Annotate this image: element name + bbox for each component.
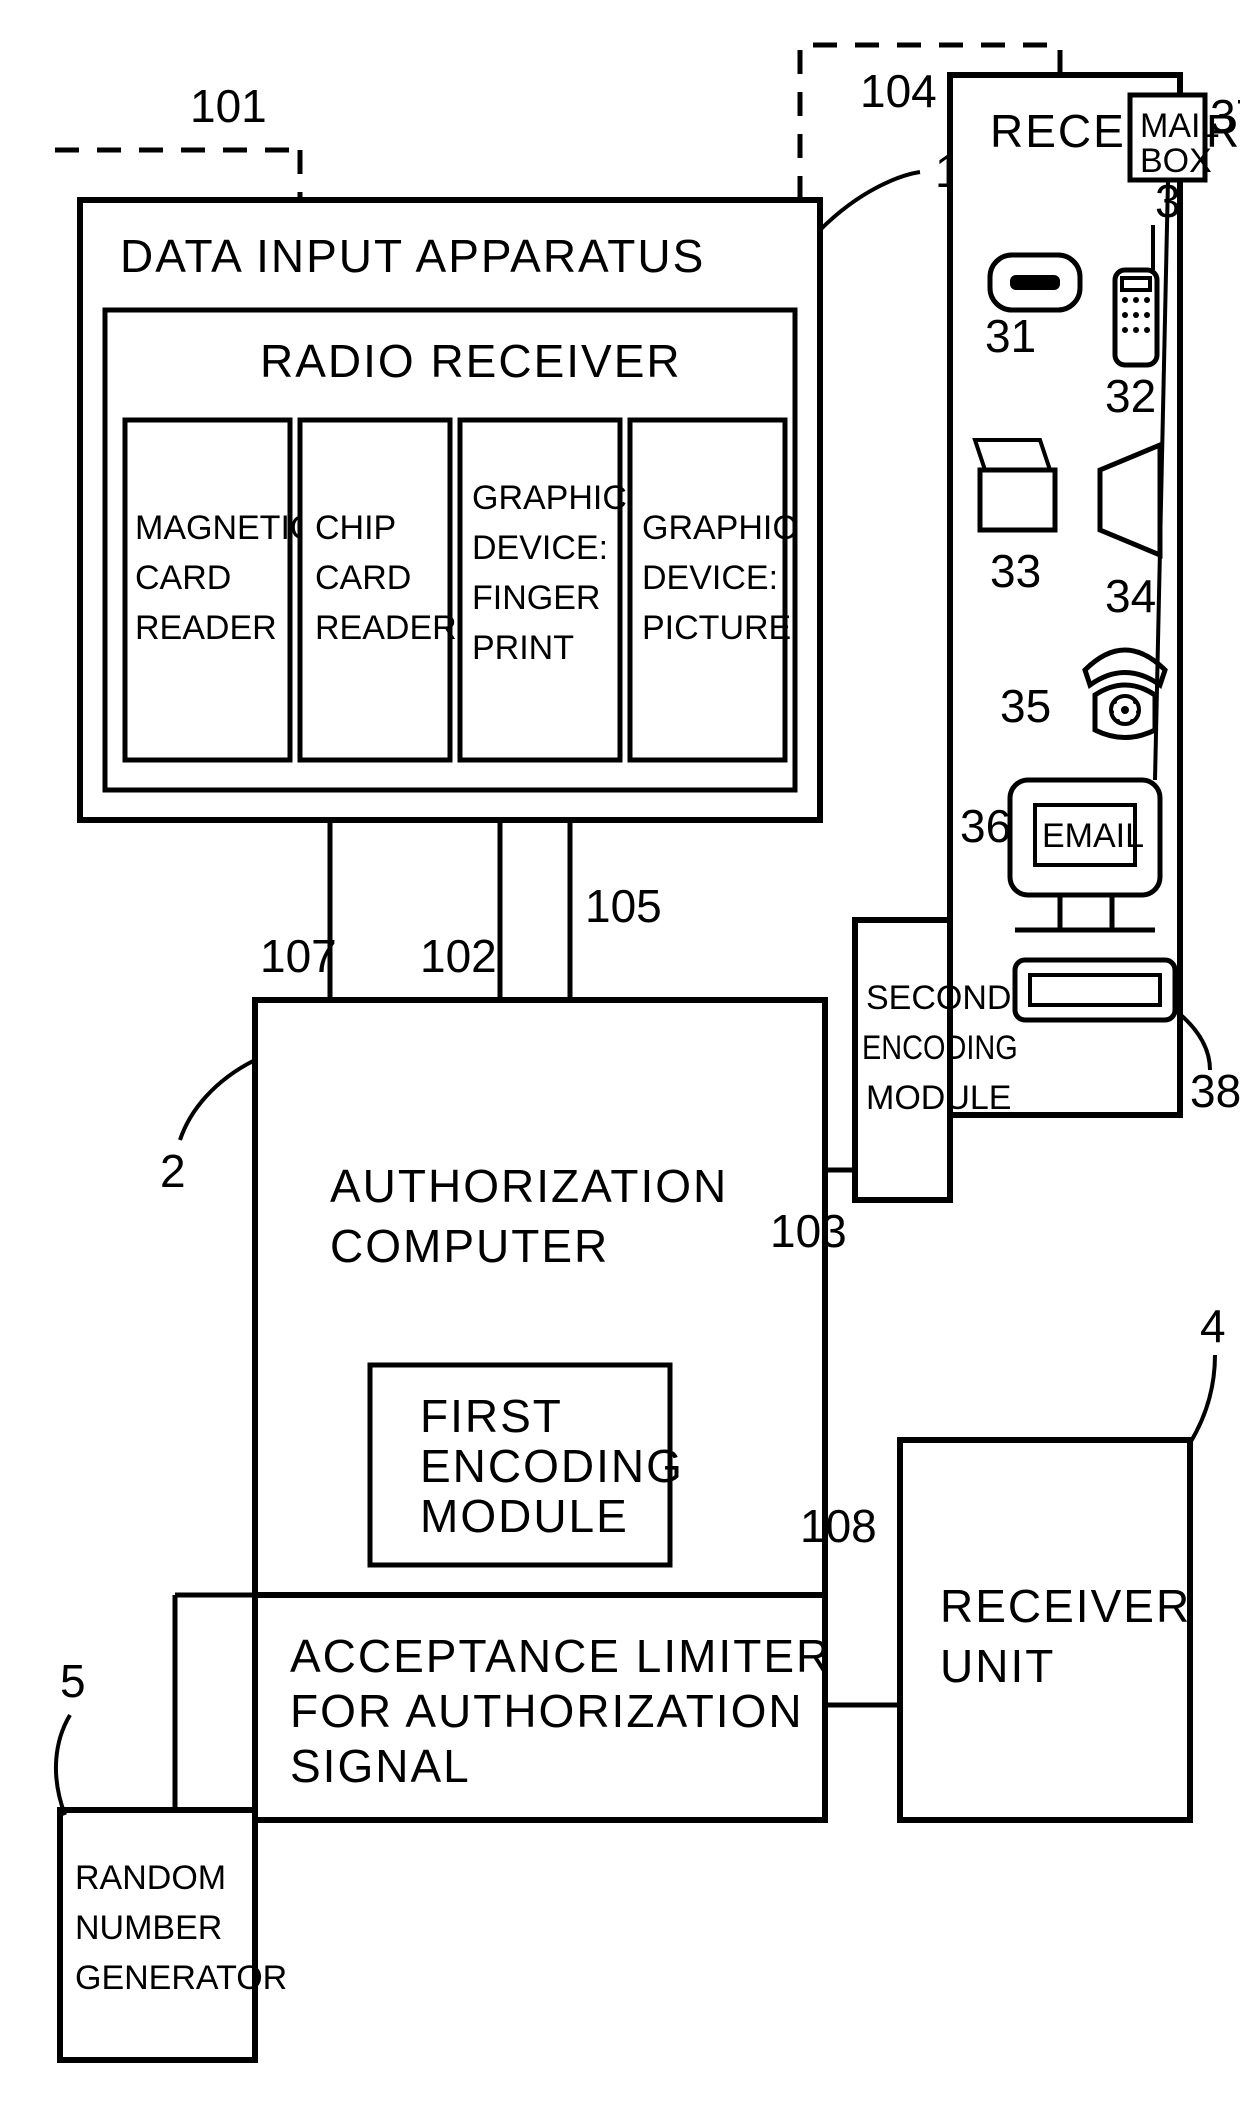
svg-text:RECEIVER: RECEIVER xyxy=(940,1580,1191,1632)
svg-text:MAIL: MAIL xyxy=(1140,107,1219,145)
svg-text:ACCEPTANCE LIMITER: ACCEPTANCE LIMITER xyxy=(290,1630,831,1682)
link-101: 101 xyxy=(190,80,267,132)
magnetic-card-reader: MAGNETIC CARD READER xyxy=(125,420,314,760)
ref-5: 5 xyxy=(60,1655,86,1707)
svg-text:SIGNAL: SIGNAL xyxy=(290,1740,471,1792)
ref-34: 34 xyxy=(1105,570,1156,622)
pager-icon xyxy=(990,255,1080,310)
ref-36: 36 xyxy=(960,800,1011,852)
svg-text:NUMBER: NUMBER xyxy=(75,1909,222,1947)
ref-31: 31 xyxy=(985,310,1036,362)
svg-text:CARD: CARD xyxy=(135,559,231,597)
ref-35: 35 xyxy=(1000,680,1051,732)
svg-text:ENCODING: ENCODING xyxy=(420,1440,684,1492)
svg-text:BOX: BOX xyxy=(1140,142,1212,180)
svg-text:AUTHORIZATION: AUTHORIZATION xyxy=(330,1160,728,1212)
data-input-apparatus: 1 DATA INPUT APPARATUS RADIO RECEIVER MA… xyxy=(80,145,961,820)
svg-text:MAGNETIC: MAGNETIC xyxy=(135,509,314,547)
svg-text:CARD: CARD xyxy=(315,559,411,597)
graphic-device-picture: GRAPHIC DEVICE: PICTURE xyxy=(630,420,797,760)
link-103: 103 xyxy=(770,1205,847,1257)
svg-text:CHIP: CHIP xyxy=(315,509,396,547)
authorization-computer: AUTHORIZATION COMPUTER 2 FIRST ENCODING … xyxy=(160,1000,825,1595)
svg-text:ENCODING: ENCODING xyxy=(862,1028,1018,1067)
svg-text:READER: READER xyxy=(135,609,277,647)
radio-receiver-title: RADIO RECEIVER xyxy=(260,335,682,387)
link-102: 102 xyxy=(420,930,497,982)
ref-4: 4 xyxy=(1200,1300,1226,1352)
link-108: 108 xyxy=(800,1500,877,1552)
svg-text:SECOND: SECOND xyxy=(866,979,1011,1017)
svg-text:READER: READER xyxy=(315,609,457,647)
ref-32: 32 xyxy=(1105,370,1156,422)
graphic-device-fingerprint: GRAPHIC DEVICE: FINGER PRINT xyxy=(460,420,627,760)
svg-text:DEVICE:: DEVICE: xyxy=(472,529,608,567)
keyboard-icon xyxy=(1015,960,1175,1020)
svg-text:RANDOM: RANDOM xyxy=(75,1859,226,1897)
link-104: 104 xyxy=(860,65,937,117)
link-105: 105 xyxy=(585,880,662,932)
chip-card-reader: CHIP CARD READER xyxy=(300,420,457,760)
svg-text:DEVICE:: DEVICE: xyxy=(642,559,778,597)
data-input-title: DATA INPUT APPARATUS xyxy=(120,230,705,282)
svg-text:MODULE: MODULE xyxy=(420,1490,629,1542)
svg-text:FOR AUTHORIZATION: FOR AUTHORIZATION xyxy=(290,1685,804,1737)
svg-text:EMAIL: EMAIL xyxy=(1042,817,1144,855)
ref-38: 38 xyxy=(1190,1065,1240,1117)
svg-text:PICTURE: PICTURE xyxy=(642,609,791,647)
svg-text:FINGER: FINGER xyxy=(472,579,600,617)
svg-text:UNIT: UNIT xyxy=(940,1640,1055,1692)
svg-text:FIRST: FIRST xyxy=(420,1390,563,1442)
svg-text:GRAPHIC: GRAPHIC xyxy=(642,509,797,547)
svg-text:GENERATOR: GENERATOR xyxy=(75,1959,287,1997)
ref-2: 2 xyxy=(160,1145,186,1197)
svg-text:COMPUTER: COMPUTER xyxy=(330,1220,609,1272)
svg-text:PRINT: PRINT xyxy=(472,629,574,667)
receiver-unit: RECEIVER UNIT 4 xyxy=(900,1300,1226,1820)
ref-33: 33 xyxy=(990,545,1041,597)
ref-37: 37 xyxy=(1210,90,1240,142)
svg-text:MODULE: MODULE xyxy=(866,1079,1011,1117)
svg-text:GRAPHIC: GRAPHIC xyxy=(472,479,627,517)
link-107: 107 xyxy=(260,930,337,982)
acceptance-limiter: ACCEPTANCE LIMITER FOR AUTHORIZATION SIG… xyxy=(255,1595,831,1820)
receiver-3: RECEIVER 3 31 32 33 34 xyxy=(950,75,1240,1117)
